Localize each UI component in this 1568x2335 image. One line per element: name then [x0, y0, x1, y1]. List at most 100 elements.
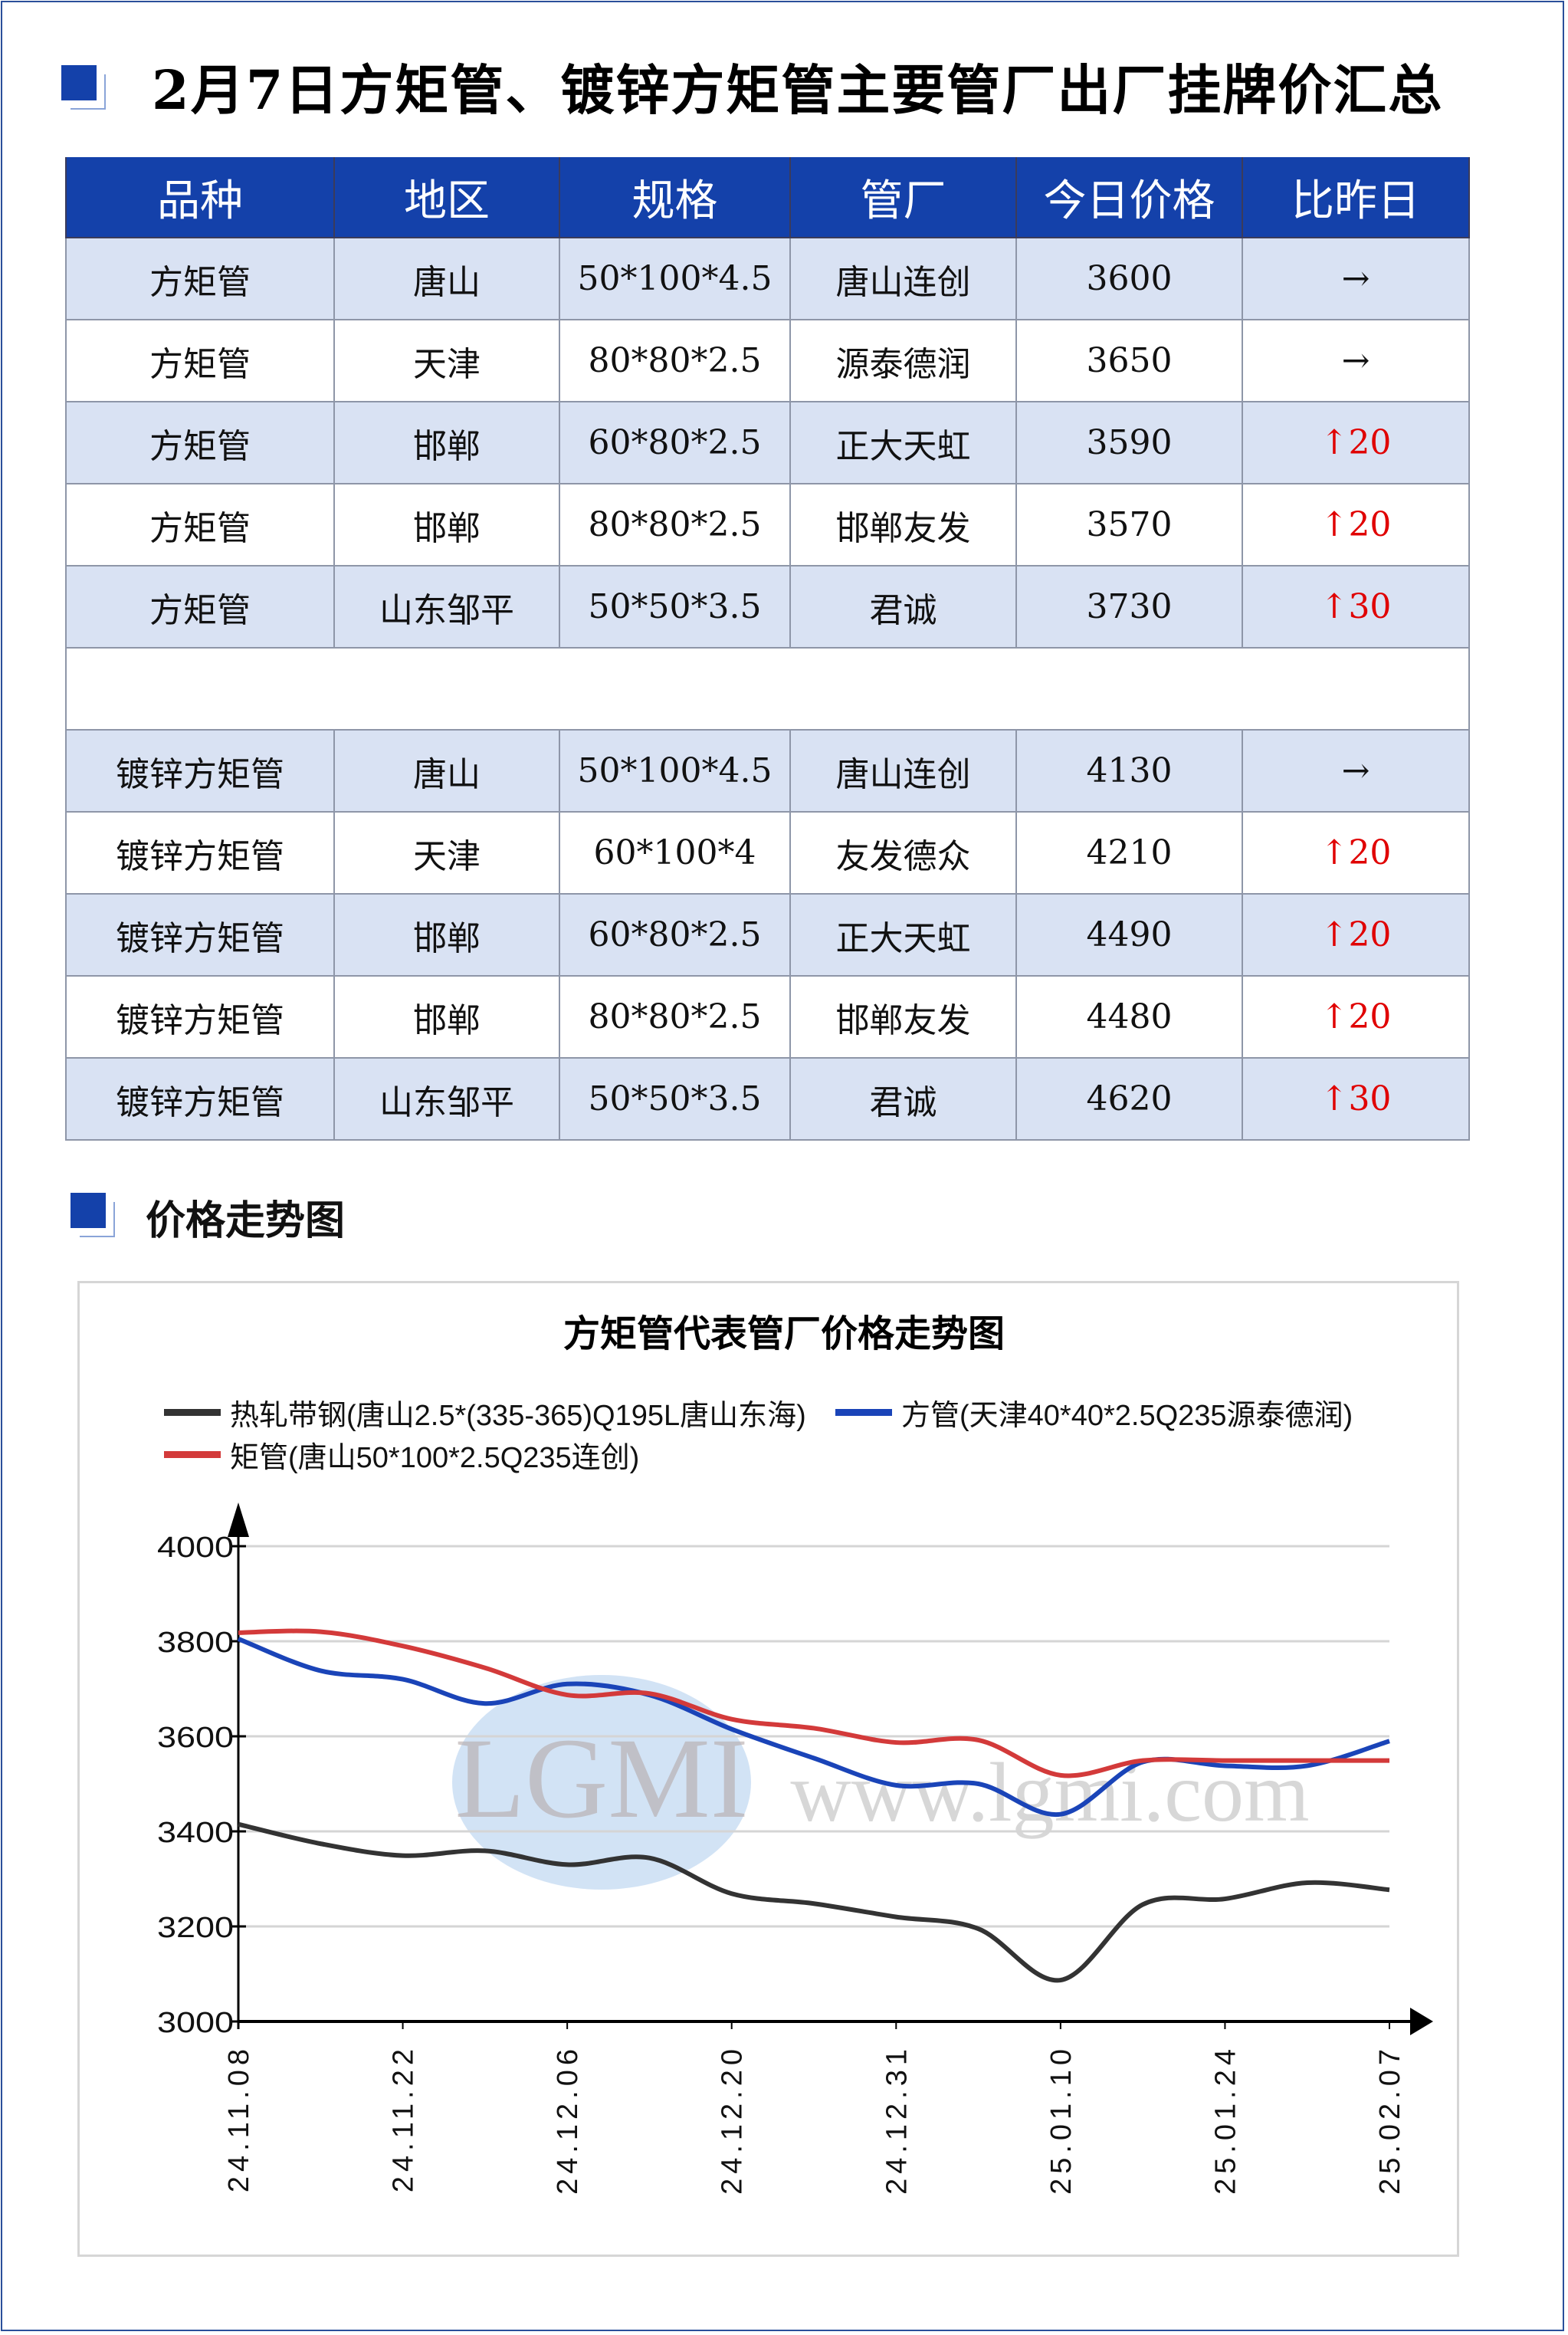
table-row: 方矩管 唐山 50*100*4.5 唐山连创 3600 → — [65, 237, 1470, 320]
table-cell: 50*100*4.5 — [559, 729, 791, 813]
change-cell: → — [1242, 237, 1470, 320]
table-cell: 邯郸 — [333, 401, 560, 484]
x-tick-label: 24.12.20 — [717, 2044, 749, 2195]
column-header: 今日价格 — [1015, 157, 1243, 238]
table-cell: 4490 — [1015, 893, 1243, 977]
table-cell: 3600 — [1015, 237, 1243, 320]
change-cell: ↑20 — [1242, 483, 1470, 567]
table-cell: 方矩管 — [65, 401, 335, 484]
change-cell: ↑30 — [1242, 1057, 1470, 1141]
table-cell: 60*80*2.5 — [559, 401, 791, 484]
change-value: 20 — [1348, 423, 1392, 462]
x-tick-label: 24.12.31 — [881, 2044, 913, 2195]
change-value: 30 — [1348, 587, 1392, 626]
table-cell: 50*50*3.5 — [559, 1057, 791, 1141]
y-tick-label: 3400 — [157, 1817, 234, 1849]
table-cell: 60*80*2.5 — [559, 893, 791, 977]
table-cell: 源泰德润 — [789, 319, 1017, 402]
table-cell: 4130 — [1015, 729, 1243, 813]
table-row: 镀锌方矩管 唐山 50*100*4.5 唐山连创 4130 → — [65, 729, 1470, 813]
table-cell: 天津 — [333, 319, 560, 402]
series-line-1 — [237, 1637, 1390, 1818]
column-header: 品种 — [65, 157, 335, 238]
table-row — [65, 647, 1470, 731]
arrow-up-icon: ↑ — [1320, 833, 1349, 872]
table-cell: 正大天虹 — [789, 893, 1017, 977]
table-cell: 镀锌方矩管 — [65, 1057, 335, 1141]
change-cell: ↑20 — [1242, 975, 1470, 1059]
table-row: 镀锌方矩管 邯郸 80*80*2.5 邯郸友发 4480 ↑20 — [65, 975, 1470, 1059]
table-cell: 3650 — [1015, 319, 1243, 402]
change-value: 30 — [1348, 1079, 1392, 1118]
column-header: 规格 — [559, 157, 791, 238]
table-row: 方矩管 邯郸 60*80*2.5 正大天虹 3590 ↑20 — [65, 401, 1470, 484]
table-cell: 方矩管 — [65, 319, 335, 402]
table-cell: 邯郸友发 — [789, 483, 1017, 567]
table-cell: 邯郸 — [333, 975, 560, 1059]
table-cell: 邯郸 — [333, 893, 560, 977]
change-value: 20 — [1348, 915, 1392, 954]
column-header: 地区 — [333, 157, 560, 238]
legend-label: 方管(天津40*40*2.5Q235源泰德润) — [901, 1400, 1353, 1432]
table-cell: 80*80*2.5 — [559, 483, 791, 567]
table-cell: 山东邹平 — [333, 565, 560, 649]
y-tick-label: 3200 — [157, 1912, 234, 1944]
legend-item: 矩管(唐山50*100*2.5Q235连创) — [164, 1434, 639, 1476]
table-row: 镀锌方矩管 邯郸 60*80*2.5 正大天虹 4490 ↑20 — [65, 893, 1470, 977]
table-cell: 方矩管 — [65, 565, 335, 649]
table-row: 方矩管 邯郸 80*80*2.5 邯郸友发 3570 ↑20 — [65, 483, 1470, 567]
x-tick-label: 24.12.06 — [552, 2044, 584, 2195]
y-tick-label: 4000 — [157, 1532, 234, 1564]
x-tick-label: 24.11.22 — [388, 2044, 420, 2192]
legend-swatch — [164, 1451, 221, 1458]
table-cell: 镀锌方矩管 — [65, 893, 335, 977]
table-cell: 方矩管 — [65, 237, 335, 320]
change-cell: ↑20 — [1242, 401, 1470, 484]
table-row: 方矩管 天津 80*80*2.5 源泰德润 3650 → — [65, 319, 1470, 402]
legend-item: 方管(天津40*40*2.5Q235源泰德润) — [835, 1391, 1353, 1434]
table-cell: 唐山 — [333, 237, 560, 320]
y-axis-arrow-icon — [228, 1502, 249, 1537]
arrow-up-icon: ↑ — [1320, 423, 1349, 462]
y-tick-label: 3600 — [157, 1722, 234, 1754]
table-cell: 3570 — [1015, 483, 1243, 567]
change-cell: ↑20 — [1242, 811, 1470, 895]
table-row: 镀锌方矩管 山东邹平 50*50*3.5 君诚 4620 ↑30 — [65, 1057, 1470, 1141]
x-tick-label: 25.01.24 — [1209, 2044, 1242, 2195]
table-cell: 邯郸 — [333, 483, 560, 567]
change-cell: → — [1242, 319, 1470, 402]
table-cell: 4210 — [1015, 811, 1243, 895]
arrow-up-icon: ↑ — [1320, 1079, 1349, 1118]
x-tick-label: 24.11.08 — [223, 2044, 255, 2192]
table-cell: 60*100*4 — [559, 811, 791, 895]
table-cell: 邯郸友发 — [789, 975, 1017, 1059]
change-cell: ↑20 — [1242, 893, 1470, 977]
table-cell: 镀锌方矩管 — [65, 729, 335, 813]
arrow-up-icon: ↑ — [1320, 915, 1349, 954]
table-cell: 80*80*2.5 — [559, 975, 791, 1059]
arrow-right-icon: → — [1341, 259, 1370, 298]
arrow-right-icon: → — [1341, 341, 1370, 380]
change-value: 20 — [1348, 997, 1392, 1036]
chart-container — [77, 1281, 1459, 2257]
table-header-row: 品种 地区 规格 管厂 今日价格 比昨日 — [65, 157, 1470, 238]
y-tick-label: 3800 — [157, 1627, 234, 1659]
table-cell: 4620 — [1015, 1057, 1243, 1141]
change-cell: → — [1242, 729, 1470, 813]
table-cell: 唐山 — [333, 729, 560, 813]
table-cell: 50*50*3.5 — [559, 565, 791, 649]
watermark-logo-text: LGMI — [454, 1715, 748, 1842]
section-title: 价格走势图 — [146, 1197, 346, 1244]
table-cell: 唐山连创 — [789, 237, 1017, 320]
legend-swatch — [835, 1409, 892, 1416]
change-value: 20 — [1348, 833, 1392, 872]
arrow-up-icon: ↑ — [1320, 587, 1349, 626]
table-cell: 方矩管 — [65, 483, 335, 567]
column-header: 管厂 — [789, 157, 1017, 238]
change-cell: ↑30 — [1242, 565, 1470, 649]
table-cell: 50*100*4.5 — [559, 237, 791, 320]
chart-title: 方矩管代表管厂价格走势图 — [563, 1312, 1005, 1355]
legend-label: 热轧带钢(唐山2.5*(335-365)Q195L唐山东海) — [230, 1400, 806, 1432]
